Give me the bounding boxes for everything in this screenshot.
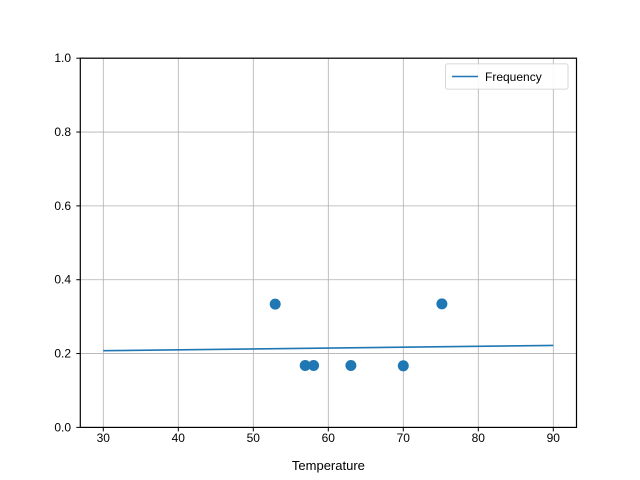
svg-text:30: 30: [97, 431, 111, 445]
svg-text:70: 70: [397, 431, 411, 445]
svg-text:0.8: 0.8: [54, 125, 71, 139]
svg-text:0.4: 0.4: [54, 273, 71, 287]
svg-text:0.0: 0.0: [54, 420, 71, 434]
svg-text:90: 90: [547, 431, 561, 445]
svg-text:60: 60: [322, 431, 336, 445]
svg-text:Frequency: Frequency: [485, 70, 542, 84]
svg-text:0.6: 0.6: [54, 199, 71, 213]
svg-text:50: 50: [247, 431, 261, 445]
svg-text:0.2: 0.2: [54, 347, 71, 361]
svg-text:40: 40: [172, 431, 186, 445]
svg-text:Temperature: Temperature: [292, 458, 365, 473]
svg-text:1.0: 1.0: [54, 51, 71, 65]
svg-text:80: 80: [472, 431, 486, 445]
